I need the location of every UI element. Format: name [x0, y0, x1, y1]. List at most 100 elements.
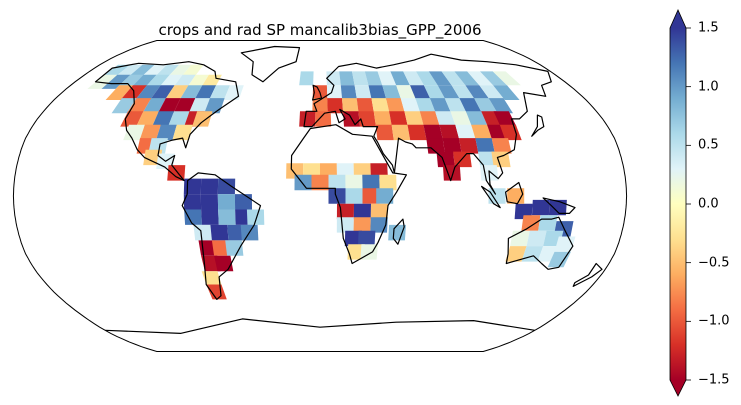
data-cell [227, 224, 246, 241]
data-cell [493, 111, 517, 127]
colorbar-tick-label: −1.0 [698, 313, 730, 329]
data-cell [200, 178, 219, 195]
data-cell [353, 203, 371, 220]
coastlines [94, 45, 603, 334]
data-cell [423, 85, 446, 100]
data-cell [370, 163, 388, 179]
coastline-new-zealand [572, 262, 603, 287]
data-cell [435, 111, 456, 127]
data-cell [400, 98, 421, 114]
data-cell [362, 174, 380, 191]
data-cell [538, 215, 558, 231]
data-cell [386, 98, 405, 114]
data-cell [164, 85, 189, 100]
coastline-new-guinea [542, 197, 576, 214]
data-cell [371, 98, 390, 114]
data-cell [475, 138, 495, 154]
data-cell [390, 71, 410, 86]
data-cell [320, 163, 337, 179]
data-cell [303, 163, 320, 179]
data-cell [388, 224, 406, 241]
data-cell [358, 230, 376, 247]
data-cell [326, 85, 343, 100]
data-cell [430, 98, 452, 114]
data-cell [389, 111, 408, 127]
data-cell [439, 124, 460, 141]
data-cell [373, 111, 392, 127]
data-cell [135, 85, 161, 100]
colorbar-tick-label: 1.0 [698, 79, 719, 95]
colorbar-tick-label: −0.5 [698, 255, 730, 271]
data-cell [465, 111, 488, 127]
data-cell [353, 163, 371, 179]
data-cell [315, 111, 332, 127]
data-cell [379, 174, 397, 191]
data-cell [209, 85, 230, 100]
data-cell [340, 85, 357, 100]
data-cell [370, 203, 389, 220]
data-cell [423, 124, 443, 141]
data-cell [442, 165, 461, 181]
data-cell [488, 188, 506, 204]
data-cell [526, 230, 547, 247]
data-cell [410, 85, 431, 100]
data-cell [455, 124, 476, 141]
data-cell [217, 194, 236, 210]
data-cell [139, 124, 161, 141]
data-cell [442, 138, 462, 154]
data-cell [521, 215, 541, 231]
data-cell [173, 98, 196, 114]
data-cell [336, 163, 354, 179]
data-cell [156, 124, 177, 141]
data-cell [127, 98, 152, 114]
data-cell [480, 71, 507, 86]
data-cell [183, 178, 202, 195]
coastline-greenland [240, 45, 301, 83]
data-cell [299, 71, 314, 86]
data-cell [225, 240, 244, 256]
data-cell [311, 174, 329, 191]
data-cell [200, 194, 219, 210]
data-cell [194, 85, 217, 100]
data-cell [362, 188, 380, 204]
coastline-uk [312, 84, 323, 101]
data-cell [492, 71, 521, 86]
data-cell [105, 85, 133, 100]
data-cell [150, 85, 175, 100]
coastline-africa [290, 124, 407, 265]
map-title: crops and rad SP mancalib3bias_GPP_2006 [158, 21, 482, 39]
data-cell [491, 138, 512, 154]
data-cell [336, 217, 354, 233]
data-cell [328, 188, 346, 204]
data-cell [459, 138, 479, 154]
data-cell [111, 98, 137, 114]
data-cell [201, 271, 222, 287]
data-cell [548, 199, 567, 216]
data-cell [192, 111, 213, 127]
data-cell [396, 85, 417, 100]
data-cell [345, 174, 363, 191]
data-cell [471, 124, 493, 141]
coastline-sumatra [481, 185, 501, 209]
coastline-antarctica-edge [105, 318, 535, 334]
coastline-borneo [505, 181, 524, 205]
coastline-north-america [94, 61, 240, 182]
data-cell [172, 124, 193, 141]
data-cell [454, 71, 480, 86]
data-cell [354, 85, 372, 100]
data-cell [326, 71, 341, 86]
colorbar-extend-min [670, 380, 686, 396]
data-cell [391, 124, 411, 141]
data-cell [344, 230, 362, 247]
data-cell [514, 203, 533, 220]
data-cell [505, 246, 527, 262]
data-cell [339, 71, 355, 86]
data-cell [201, 209, 219, 225]
data-cell [547, 251, 571, 268]
data-cell [299, 111, 316, 127]
data-cell [157, 98, 181, 114]
data-cell [168, 111, 190, 127]
data-cell [218, 209, 236, 225]
data-cell [488, 98, 513, 114]
